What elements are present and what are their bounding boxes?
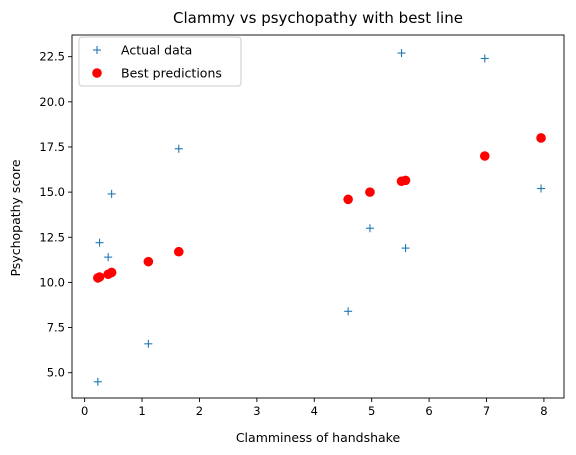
y-tick-label: 5.0 [47,366,65,380]
x-axis-label: Clamminess of handshake [236,430,401,445]
actual-data-point [537,184,546,193]
actual-data-point [480,54,489,63]
actual-data-point [365,224,374,233]
prediction-point [106,267,117,278]
y-tick-label: 12.5 [39,230,65,244]
legend-box [78,36,242,87]
y-axis-label: Psychopathy score [8,159,23,276]
prediction-point [365,187,375,197]
actual-data-point [104,253,113,262]
prediction-point [173,246,184,257]
actual-data-point [144,339,153,348]
y-tick-label: 17.5 [39,140,65,154]
x-tick-label: 3 [253,404,260,418]
plot-area [93,49,546,386]
x-tick-label: 1 [138,404,145,418]
axes-frame [71,34,565,399]
series-0 [93,49,546,386]
x-tick-label: 4 [311,404,318,418]
prediction-point [479,151,490,161]
actual-data-point [174,144,183,153]
actual-data-point [344,307,353,316]
legend-label: Best predictions [121,66,222,81]
prediction-point [536,133,546,143]
actual-data-point [95,238,104,247]
actual-data-point [107,189,116,198]
prediction-point [343,194,353,205]
x-tick-label: 5 [368,404,375,418]
x-tick-label: 2 [196,404,203,418]
legend: Actual data Best predictions [78,36,242,87]
legend-marker [92,68,102,78]
actual-data-point [401,244,410,253]
y-tick-label: 22.5 [39,50,65,64]
legend-marker [93,46,101,54]
y-axis-ticks: 5.0 7.5 10.0 12.5 15.0 17.5 20.0 22.5 [39,50,72,380]
prediction-point [143,256,154,267]
y-tick-label: 15.0 [39,185,65,199]
chart-title: Clammy vs psychopathy with best line [173,9,463,27]
x-tick-label: 0 [81,404,88,418]
legend-label: Actual data [121,43,192,58]
actual-data-point [397,49,406,58]
x-tick-label: 7 [483,404,490,418]
prediction-point [400,175,411,186]
y-tick-label: 10.0 [39,275,65,289]
prediction-point [94,272,105,282]
y-tick-label: 7.5 [47,321,65,335]
actual-data-point [93,377,102,386]
y-tick-label: 20.0 [39,95,65,109]
x-tick-label: 6 [425,404,432,418]
x-axis-ticks: 0 1 2 3 4 5 6 7 8 [81,398,548,418]
series-1 [93,133,546,283]
x-tick-label: 8 [540,404,547,418]
